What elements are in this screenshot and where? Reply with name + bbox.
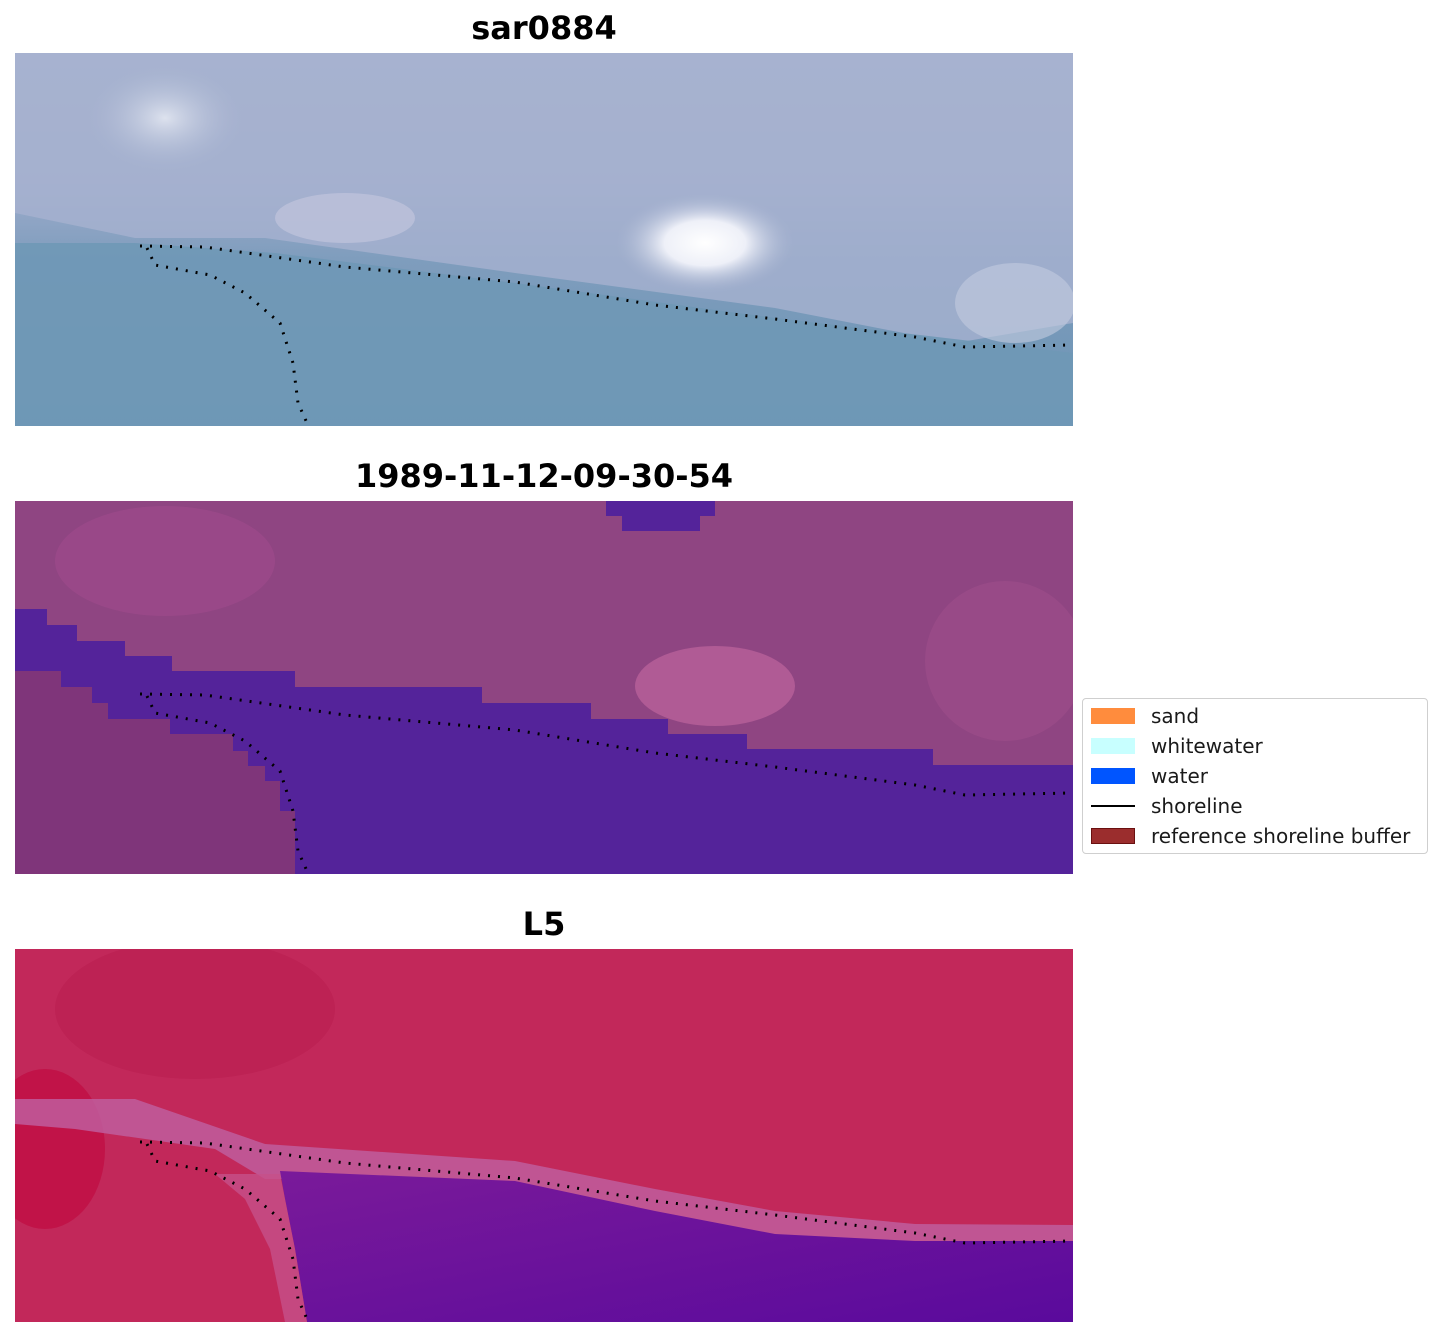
legend: sand whitewater water shoreline referenc…	[1082, 698, 1428, 854]
whitewater-swatch	[1091, 738, 1135, 754]
panel-index-image	[15, 949, 1073, 1322]
sand-swatch	[1091, 708, 1135, 724]
panel-title-3: L5	[522, 905, 566, 943]
water-class-region	[606, 501, 715, 531]
mixed-zone	[15, 1099, 1073, 1249]
panel-title-2: 1989-11-12-09-30-54	[354, 457, 734, 495]
legend-label: shoreline	[1151, 794, 1243, 818]
legend-label: sand	[1151, 704, 1200, 728]
panel-title-1: sar0884	[471, 9, 617, 47]
legend-item-whitewater: whitewater	[1091, 734, 1263, 758]
legend-item-shoreline: shoreline	[1091, 794, 1243, 818]
panel-rgb-image	[15, 53, 1073, 426]
buffer-swatch	[1091, 828, 1135, 844]
water-index-region	[280, 1171, 1073, 1322]
water-class-region	[15, 609, 1073, 874]
legend-label: whitewater	[1151, 734, 1263, 758]
legend-item-buffer: reference shoreline buffer	[1091, 824, 1411, 848]
legend-item-sand: sand	[1091, 704, 1200, 728]
panel-classified-image	[15, 501, 1073, 874]
shoreline-swatch	[1091, 805, 1135, 807]
legend-label: water	[1151, 764, 1208, 788]
water-swatch	[1091, 768, 1135, 784]
legend-label: reference shoreline buffer	[1151, 824, 1411, 848]
legend-item-water: water	[1091, 764, 1208, 788]
